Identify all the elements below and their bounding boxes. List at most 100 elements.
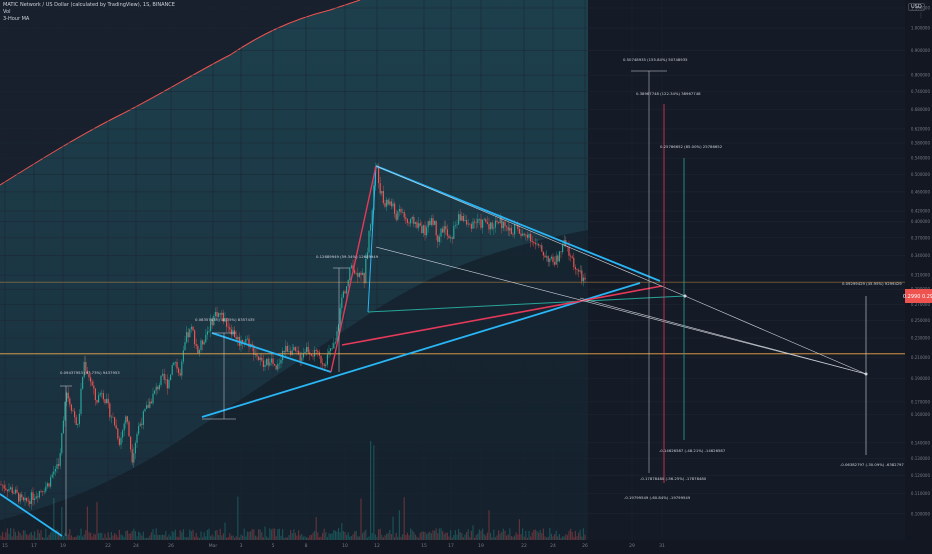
volume-bar bbox=[286, 537, 288, 540]
candle-body bbox=[221, 312, 223, 315]
price-tick-label: 0.140000 bbox=[911, 440, 931, 445]
candle-body bbox=[29, 501, 31, 504]
volume-bar bbox=[173, 532, 175, 540]
candle-body bbox=[499, 217, 501, 224]
candle-body bbox=[411, 217, 413, 219]
candle-body bbox=[322, 363, 324, 365]
price-tick-label: 0.400000 bbox=[911, 219, 931, 224]
candle-body bbox=[328, 351, 330, 355]
candle-body bbox=[338, 324, 340, 332]
candle-body bbox=[251, 344, 253, 346]
candle-body bbox=[59, 453, 61, 466]
volume-bar bbox=[376, 536, 378, 540]
more-dots-icon[interactable]: ⋮ bbox=[918, 12, 924, 19]
volume-bar bbox=[125, 531, 127, 540]
candle-body bbox=[350, 265, 352, 269]
volume-bar bbox=[222, 533, 224, 540]
candle-body bbox=[203, 342, 205, 345]
measurement-labels: 0.09437953 (97.73%) 9437953 0.08357435 (4… bbox=[60, 57, 904, 500]
volume-bar bbox=[406, 532, 408, 540]
candle-body bbox=[232, 330, 234, 335]
candle-body bbox=[555, 255, 557, 265]
volume-bar bbox=[451, 537, 453, 540]
volume-bar bbox=[150, 532, 152, 540]
volume-bar bbox=[166, 536, 168, 540]
candle-body bbox=[134, 442, 136, 454]
candle-body bbox=[32, 492, 34, 501]
wedge-left-edge bbox=[367, 165, 377, 313]
volume-bar bbox=[320, 536, 322, 540]
volume-bar bbox=[530, 536, 532, 540]
volume-bar bbox=[395, 532, 397, 540]
volume-bar bbox=[112, 535, 114, 540]
candle-body bbox=[341, 297, 343, 309]
candle-body bbox=[102, 393, 104, 400]
candle-body bbox=[91, 381, 93, 386]
volume-bar bbox=[253, 529, 255, 540]
candle-body bbox=[26, 497, 28, 501]
volume-bar bbox=[88, 532, 90, 540]
volume-bar bbox=[58, 531, 60, 540]
symbol-title[interactable]: MATIC Network / US Dollar (calculated by… bbox=[3, 2, 175, 8]
volume-bar bbox=[35, 537, 37, 540]
ma-indicator-label[interactable]: 3-Hour MA bbox=[3, 16, 30, 22]
wedge-upper-line bbox=[375, 165, 661, 282]
volume-bar bbox=[341, 523, 343, 540]
candle-body bbox=[130, 436, 132, 450]
volume-bar bbox=[397, 536, 399, 540]
volume-bar bbox=[45, 528, 47, 540]
candle-body bbox=[454, 225, 456, 226]
candle-body bbox=[547, 256, 549, 262]
candle-body bbox=[288, 350, 290, 352]
volume-bar bbox=[146, 537, 148, 540]
volume-bar bbox=[288, 535, 290, 540]
candle-body bbox=[301, 357, 303, 361]
volume-bar bbox=[245, 536, 247, 540]
volume-indicator-label[interactable]: Vol bbox=[3, 9, 11, 15]
volume-bar bbox=[317, 532, 319, 540]
candle-body bbox=[357, 273, 359, 277]
candle-body bbox=[30, 492, 32, 504]
volume-bar bbox=[61, 506, 63, 540]
volume-bar bbox=[208, 528, 210, 540]
volume-bar bbox=[72, 537, 74, 540]
volume-bar bbox=[486, 532, 488, 540]
volume-bar bbox=[410, 528, 412, 540]
volume-bar bbox=[206, 530, 208, 540]
candle-body bbox=[312, 355, 314, 357]
candle-body bbox=[109, 403, 111, 418]
candle-body bbox=[43, 491, 45, 493]
candle-body bbox=[330, 348, 332, 352]
candle-body bbox=[512, 234, 514, 235]
volume-bar bbox=[573, 536, 575, 540]
candle-body bbox=[166, 379, 168, 389]
volume-bar bbox=[198, 537, 200, 540]
candle-body bbox=[456, 224, 458, 226]
volume-bar bbox=[160, 534, 162, 540]
volume-bar bbox=[578, 532, 580, 540]
main-uptrend-line bbox=[201, 282, 641, 418]
candle-body bbox=[507, 227, 509, 231]
candle-body bbox=[378, 166, 380, 184]
candle-body bbox=[194, 330, 196, 345]
candle-body bbox=[195, 344, 197, 346]
volume-bar bbox=[219, 528, 221, 540]
currency-badge[interactable]: USD bbox=[908, 3, 925, 11]
time-axis[interactable]: 15 17 19 22 24 26 Mar 3 5 8 10 12 15 17 19 22 24 26 29 31 bbox=[2, 543, 665, 549]
time-tick-label: 31 bbox=[659, 543, 665, 549]
candle-body bbox=[75, 417, 77, 425]
candle-body bbox=[5, 488, 7, 490]
price-tick-label: 0.800000 bbox=[911, 73, 931, 78]
candle-body bbox=[10, 487, 12, 490]
candle-body bbox=[112, 416, 114, 418]
price-tick-label: 0.370000 bbox=[911, 235, 931, 240]
time-tick-label: 26 bbox=[582, 543, 588, 549]
candle-body bbox=[38, 491, 40, 498]
candle-body bbox=[182, 350, 184, 362]
candle-body bbox=[37, 496, 39, 498]
candle-body bbox=[509, 227, 511, 231]
candle-body bbox=[170, 374, 172, 380]
candle-body bbox=[74, 411, 76, 418]
